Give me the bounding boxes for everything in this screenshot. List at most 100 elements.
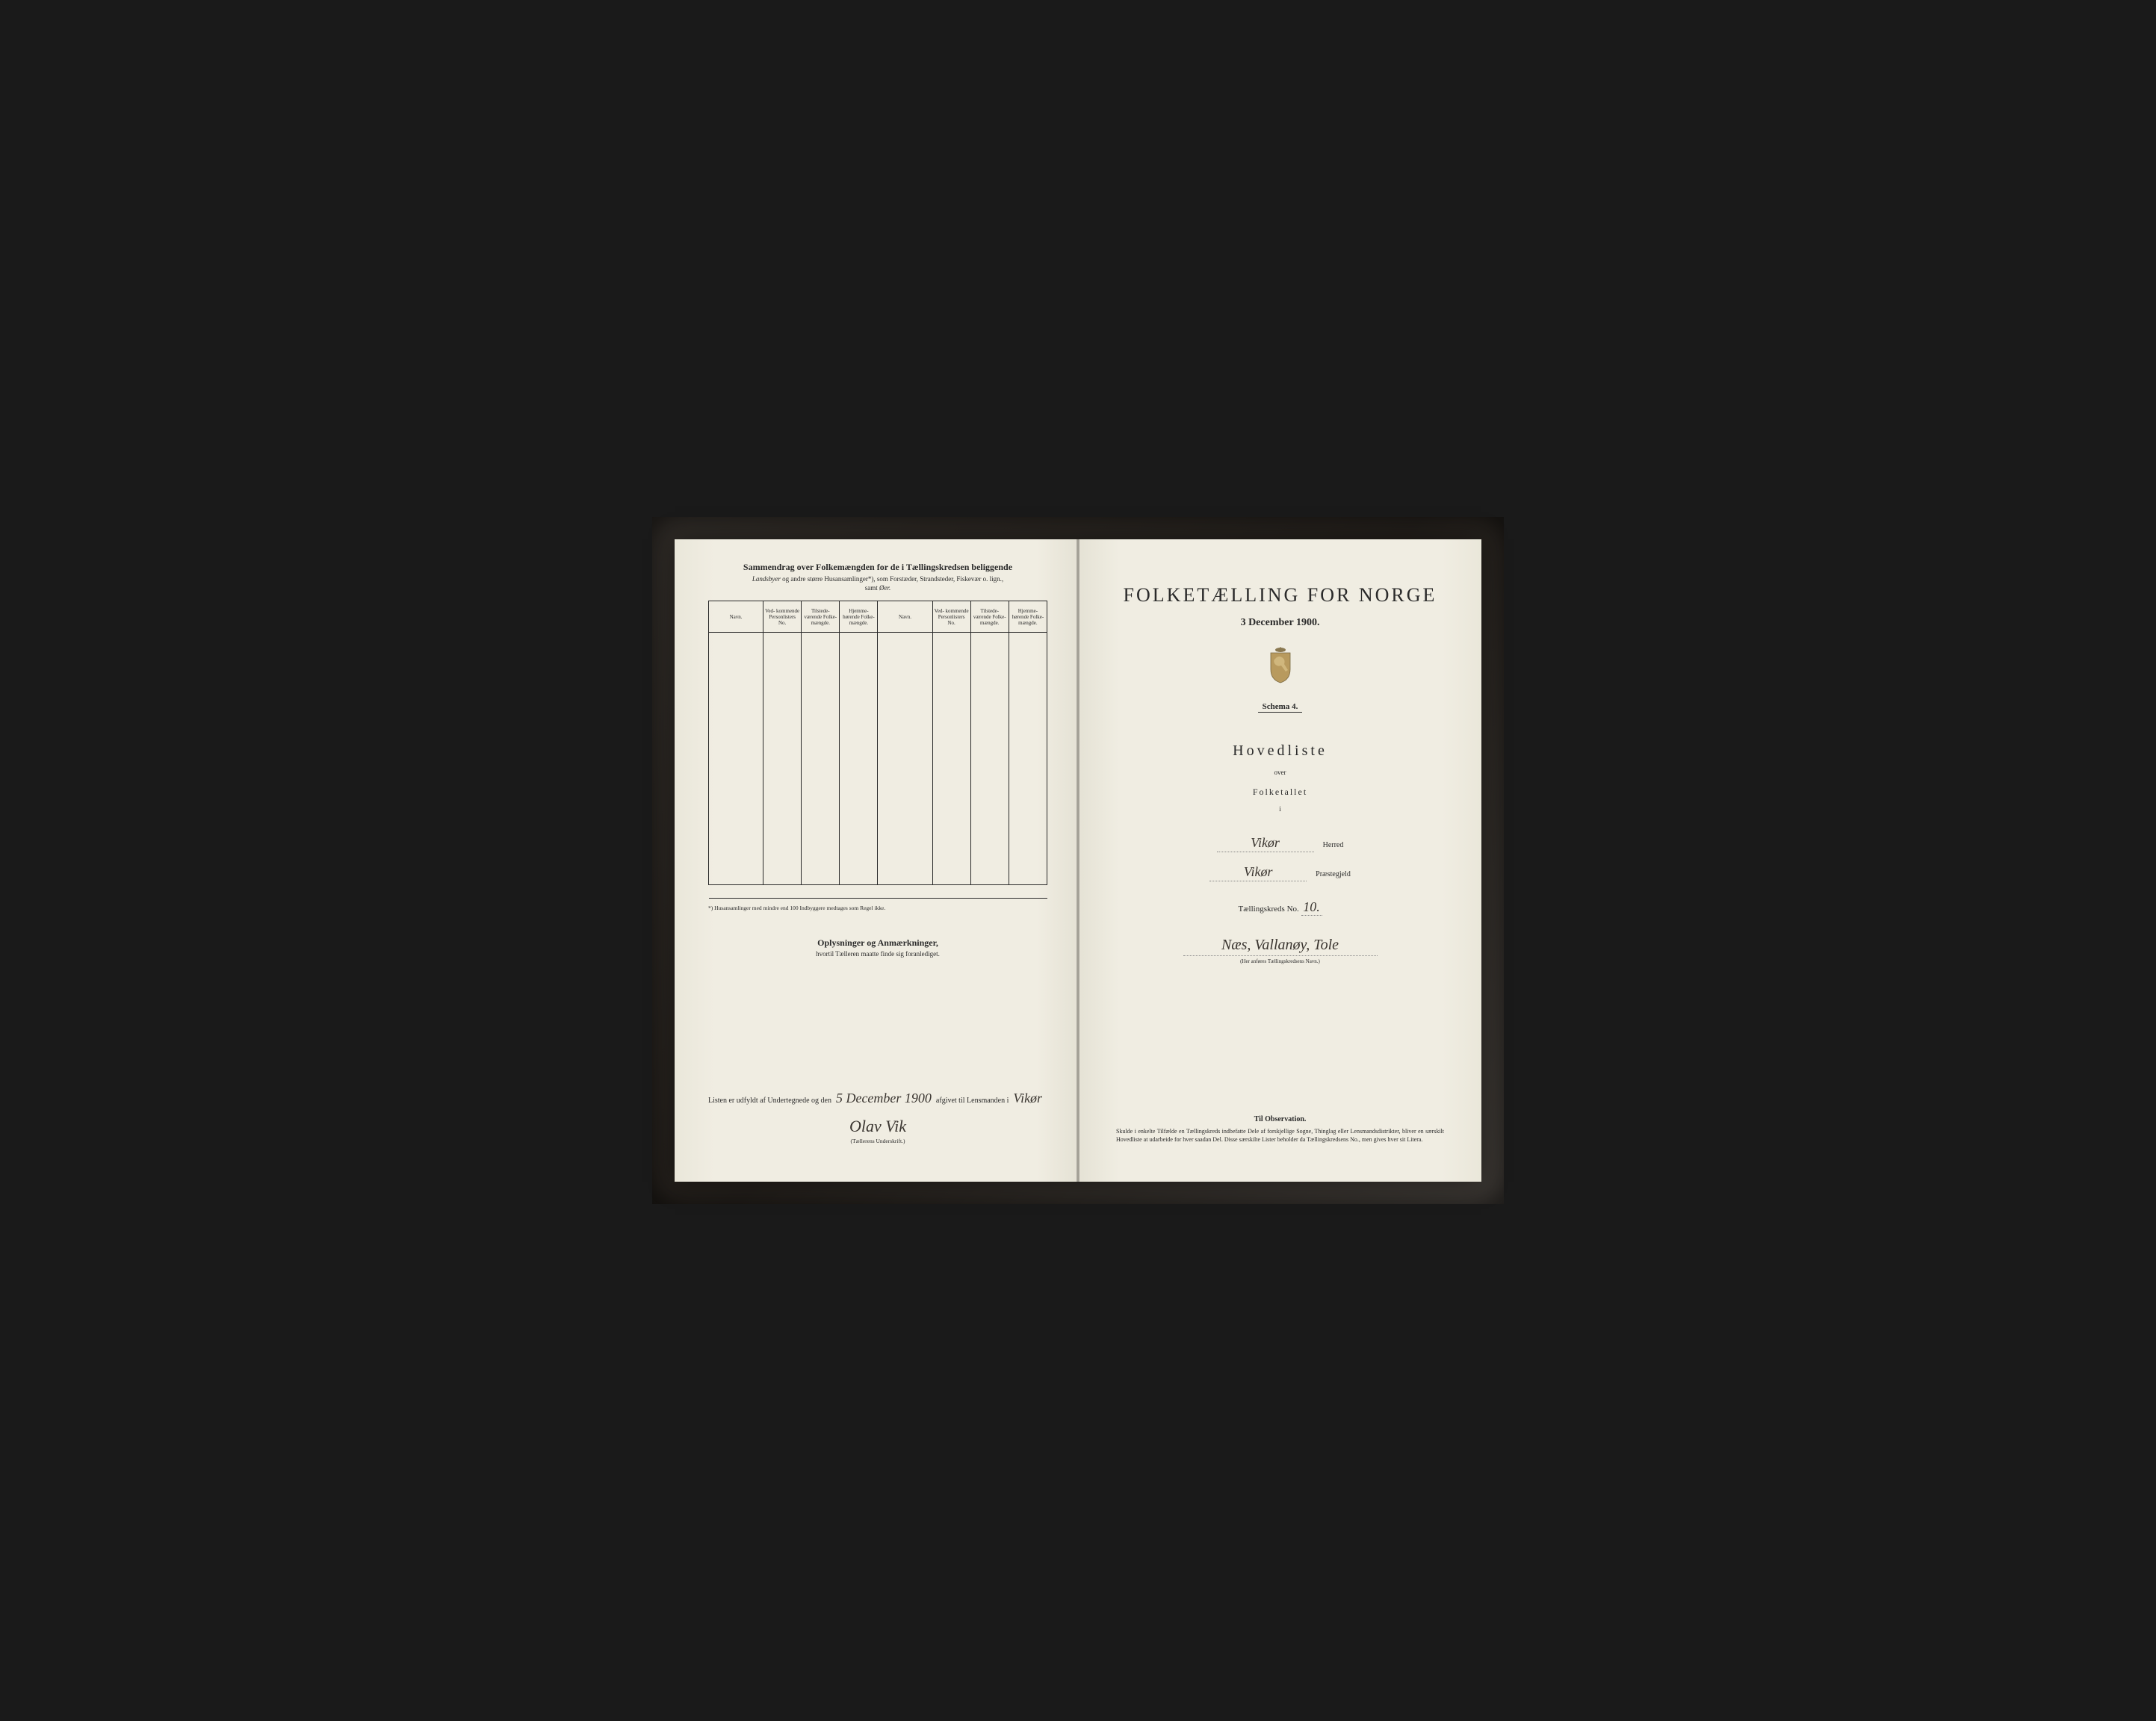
table-cell [802, 691, 840, 710]
sig-place-handwritten: Vikør [1013, 1091, 1042, 1106]
i-label: i [1116, 805, 1444, 813]
table-cell [802, 710, 840, 730]
table-cell [932, 807, 970, 827]
table-cell [763, 827, 802, 846]
praestegjeld-label: Præstegjeld [1316, 870, 1351, 878]
table-row [709, 749, 1047, 769]
table-cell [970, 730, 1009, 749]
table-underline-row [709, 885, 1047, 899]
table-row [709, 633, 1047, 652]
herred-row: Vikør Herred [1116, 835, 1444, 852]
kreds-name-handwritten: Næs, Vallanøy, Tole [1183, 937, 1378, 956]
crest-svg [1265, 645, 1296, 684]
table-cell [709, 749, 763, 769]
table-cell [802, 672, 840, 691]
table-cell [970, 788, 1009, 807]
table-cell [970, 633, 1009, 652]
table-cell [763, 788, 802, 807]
table-underline-cell [709, 885, 1047, 899]
table-cell [970, 846, 1009, 866]
col-vedk-2: Ved- kommende Personlisters No. [932, 601, 970, 633]
table-cell [932, 827, 970, 846]
left-page-title: Sammendrag over Folkemængden for de i Tæ… [708, 562, 1047, 573]
table-cell [932, 652, 970, 672]
subtitle-prefix-2: samt [865, 584, 879, 592]
table-cell [840, 633, 878, 652]
table-row [709, 769, 1047, 788]
table-cell [970, 769, 1009, 788]
table-cell [1009, 691, 1047, 710]
table-cell [970, 710, 1009, 730]
subtitle-italic-2: Øer. [879, 584, 890, 592]
summary-table: Navn. Ved- kommende Personlisters No. Ti… [708, 601, 1047, 899]
table-cell [932, 691, 970, 710]
table-cell [840, 652, 878, 672]
right-page: FOLKETÆLLING FOR NORGE 3 December 1900. … [1078, 539, 1481, 1182]
scan-frame: Sammendrag over Folkemængden for de i Tæ… [652, 517, 1504, 1204]
col-navn-1: Navn. [709, 601, 763, 633]
table-cell [763, 672, 802, 691]
kreds-name-row: Næs, Vallanøy, Tole [1116, 937, 1444, 956]
table-cell [932, 846, 970, 866]
table-cell [878, 691, 932, 710]
table-cell [970, 866, 1009, 885]
table-cell [709, 769, 763, 788]
table-cell [763, 846, 802, 866]
table-row [709, 710, 1047, 730]
table-cell [878, 672, 932, 691]
table-cell [932, 749, 970, 769]
table-row [709, 652, 1047, 672]
table-cell [1009, 807, 1047, 827]
sig-mid: afgivet til Lensmanden i [936, 1097, 1009, 1105]
praestegjeld-value-handwritten: Vikør [1209, 864, 1307, 881]
col-navn-2: Navn. [878, 601, 932, 633]
table-cell [802, 730, 840, 749]
table-cell [932, 866, 970, 885]
table-cell [802, 827, 840, 846]
table-cell [802, 846, 840, 866]
table-cell [840, 788, 878, 807]
table-cell [878, 633, 932, 652]
left-page-subtitle-2: samt Øer. [708, 584, 1047, 592]
herred-label: Herred [1323, 841, 1344, 849]
table-cell [840, 730, 878, 749]
table-cell [970, 691, 1009, 710]
table-cell [878, 788, 932, 807]
table-cell [802, 866, 840, 885]
table-cell [1009, 710, 1047, 730]
table-cell [932, 633, 970, 652]
table-cell [709, 672, 763, 691]
table-cell [1009, 652, 1047, 672]
table-cell [763, 652, 802, 672]
folketallet-label: Folketallet [1116, 787, 1444, 798]
summary-table-body [709, 633, 1047, 899]
table-cell [709, 827, 763, 846]
table-cell [970, 672, 1009, 691]
left-page: Sammendrag over Folkemængden for de i Tæ… [675, 539, 1078, 1182]
table-cell [802, 652, 840, 672]
sig-prefix: Listen er udfyldt af Undertegnede og den [708, 1097, 831, 1105]
table-cell [932, 672, 970, 691]
table-cell [1009, 749, 1047, 769]
table-row [709, 827, 1047, 846]
observation-text: Skulde i enkelte Tilfælde en Tællingskre… [1116, 1128, 1444, 1144]
table-cell [763, 807, 802, 827]
col-tilstede-1: Tilstede- værende Folke- mængde. [802, 601, 840, 633]
table-cell [709, 866, 763, 885]
table-cell [840, 846, 878, 866]
summary-table-head: Navn. Ved- kommende Personlisters No. Ti… [709, 601, 1047, 633]
kreds-caption: (Her anføres Tællingskredsens Navn.) [1116, 958, 1444, 964]
table-cell [1009, 633, 1047, 652]
table-cell [970, 749, 1009, 769]
table-cell [840, 691, 878, 710]
table-cell [878, 769, 932, 788]
table-cell [1009, 846, 1047, 866]
sig-name-handwritten: Olav Vik [849, 1117, 906, 1135]
sig-name-row: Olav Vik [708, 1117, 1047, 1136]
table-cell [878, 866, 932, 885]
praestegjeld-row: Vikør Præstegjeld [1116, 864, 1444, 881]
table-cell [970, 807, 1009, 827]
table-cell [763, 769, 802, 788]
table-cell [840, 807, 878, 827]
signature-block: Listen er udfyldt af Undertegnede og den… [708, 1091, 1047, 1144]
